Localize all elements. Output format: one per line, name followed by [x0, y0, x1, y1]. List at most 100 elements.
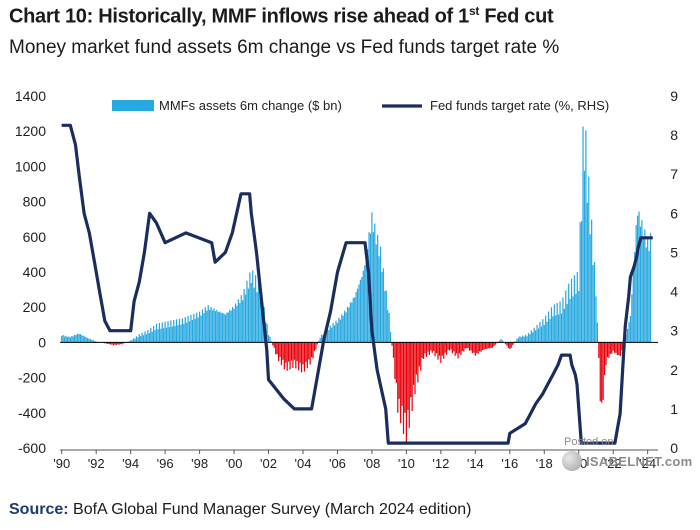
- mmf-bar: [427, 342, 429, 352]
- mmf-bar: [137, 337, 139, 343]
- mmf-bar: [435, 342, 438, 354]
- mmf-bar: [596, 322, 599, 343]
- mmf-bar: [473, 342, 475, 353]
- mmf-bar: [451, 342, 453, 354]
- mmf-bar: [335, 320, 337, 343]
- mmf-bar: [68, 336, 70, 343]
- mmf-bar: [632, 270, 634, 343]
- mmf-bar: [510, 342, 512, 348]
- mmf-bar: [214, 311, 216, 343]
- mmf-bar: [634, 251, 636, 343]
- mmf-bar: [506, 342, 508, 346]
- mmf-bar: [566, 303, 568, 343]
- mmf-bar: [336, 323, 339, 343]
- mmf-bar: [493, 342, 495, 347]
- mmf-bar: [150, 327, 152, 343]
- mmf-bar: [458, 342, 461, 354]
- mmf-bar: [477, 342, 479, 354]
- mmf-bar: [154, 330, 156, 343]
- mmf-bar: [86, 337, 89, 343]
- mmf-bar: [188, 321, 191, 343]
- mmf-bar: [130, 340, 132, 343]
- mmf-bar: [397, 342, 399, 413]
- y-left-tick-label: -200: [18, 370, 46, 386]
- mmf-bar: [244, 294, 247, 343]
- mmf-bar: [151, 331, 153, 343]
- mmf-bar: [201, 309, 204, 343]
- mmf-bar: [614, 342, 616, 353]
- mmf-bar: [535, 330, 537, 343]
- mmf-bar: [374, 223, 376, 343]
- mmf-bar: [342, 316, 344, 343]
- mmf-bar: [288, 342, 290, 362]
- mmf-bar: [158, 323, 160, 343]
- mmf-bar: [583, 170, 586, 343]
- mmf-bar: [66, 337, 69, 343]
- mmf-bar: [348, 307, 350, 343]
- mmf-bar: [563, 308, 565, 343]
- mmf-bar: [79, 334, 81, 343]
- x-tick-label: '96: [157, 456, 174, 471]
- mmf-bar: [447, 342, 449, 350]
- mmf-bar: [69, 337, 71, 343]
- mmf-bar: [289, 342, 291, 370]
- mmf-bar: [234, 303, 237, 343]
- mmf-bar: [509, 342, 511, 349]
- x-tick-label: '06: [329, 456, 346, 471]
- x-tick-label: '08: [363, 456, 380, 471]
- mmf-bar: [420, 342, 422, 371]
- mmf-bar: [626, 328, 629, 343]
- mmf-bar: [448, 342, 451, 351]
- mmf-bar: [84, 336, 86, 343]
- mmf-bar: [378, 256, 380, 343]
- mmf-bar: [108, 342, 110, 345]
- mmf-bar: [456, 342, 458, 354]
- mmf-bar: [471, 342, 474, 354]
- mmf-bar: [177, 325, 179, 343]
- mmf-bar: [141, 332, 143, 343]
- mmf-bar: [494, 342, 497, 345]
- mmf-bar: [619, 342, 621, 357]
- mmf-bar: [74, 335, 76, 343]
- mmf-bar: [253, 287, 255, 343]
- mmf-bar: [601, 342, 603, 403]
- mmf-bar: [444, 342, 446, 353]
- mmf-bar: [193, 313, 195, 343]
- x-tick-label: '00: [226, 456, 243, 471]
- mmf-bar: [552, 316, 554, 343]
- mmf-bar: [147, 329, 149, 343]
- mmf-bar: [71, 336, 73, 343]
- mmf-bar: [210, 306, 212, 343]
- mmf-bar: [466, 342, 468, 349]
- mmf-bar: [207, 305, 209, 343]
- mmf-bar: [490, 342, 492, 348]
- mmf-bar: [85, 337, 87, 343]
- mmf-bar: [157, 329, 159, 343]
- mmf-bar: [173, 319, 175, 343]
- mmf-bar: [489, 342, 491, 349]
- mmf-bar: [200, 315, 202, 343]
- mmf-bar: [553, 304, 555, 343]
- mmf-bar: [635, 224, 637, 343]
- mmf-bar: [344, 310, 346, 343]
- mmf-bar: [394, 342, 396, 379]
- mmf-bar: [354, 297, 356, 343]
- mmf-bar: [285, 342, 287, 363]
- mmf-bar: [585, 130, 587, 343]
- y-left-tick-label: -400: [18, 405, 46, 421]
- mmf-bar: [89, 339, 92, 343]
- mmf-bar: [418, 342, 420, 367]
- mmf-bar: [94, 340, 96, 343]
- mmf-bar: [555, 315, 557, 343]
- mmf-bar: [232, 307, 234, 343]
- y-right-tick-label: 3: [670, 323, 678, 339]
- mmf-bar: [240, 295, 242, 343]
- mmf-bar: [163, 328, 165, 343]
- mmf-bar: [229, 309, 231, 343]
- mmf-bar: [341, 314, 343, 343]
- mmf-bar: [421, 342, 423, 359]
- mmf-bar: [410, 342, 412, 398]
- mmf-bar: [593, 261, 596, 343]
- mmf-bar: [470, 342, 472, 351]
- mmf-bar: [145, 334, 148, 343]
